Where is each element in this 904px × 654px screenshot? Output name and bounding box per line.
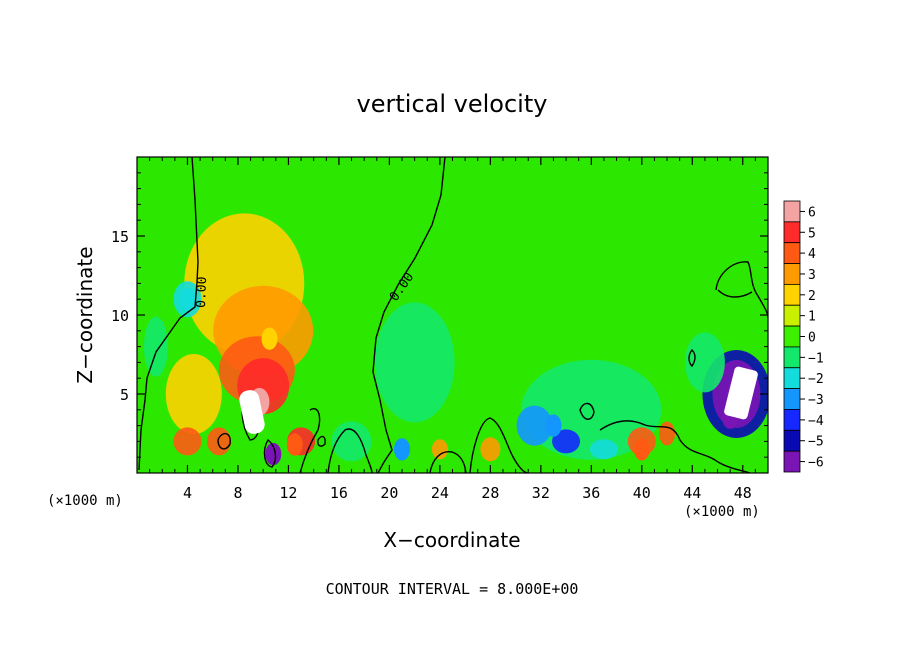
colorbar-label: −1 [808, 351, 824, 366]
x-tick-label: 8 [233, 484, 242, 502]
contour-bottom-cluster-1 [299, 408, 321, 473]
field-patch [480, 437, 501, 462]
colorbar-label: 2 [808, 289, 816, 304]
x-tick-label: 40 [633, 484, 651, 502]
colorbar-label: 5 [808, 226, 816, 241]
colorbar-label: −3 [808, 393, 824, 408]
colorbar-swatch [783, 283, 801, 306]
colorbar-swatch [783, 242, 801, 264]
contour-right-top [715, 261, 768, 319]
colorbar-swatch [783, 450, 801, 473]
colorbar-label: −2 [808, 372, 824, 387]
colorbar-label: 4 [808, 247, 816, 262]
colorbar-swatch [783, 367, 801, 390]
field-feature [265, 442, 282, 466]
contour-bottom-cluster-8 [217, 433, 231, 450]
field-patch [589, 439, 618, 460]
contour-small-right [688, 348, 696, 368]
colorbar-label: −6 [808, 456, 824, 471]
colorbar-swatch [783, 388, 801, 410]
field-patch [165, 354, 222, 434]
field-patch [143, 316, 168, 377]
plot-area [137, 157, 768, 473]
y-tick-label: 10 [111, 307, 129, 325]
x-tick-label: 44 [683, 484, 701, 502]
contour-interval-footer: CONTOUR INTERVAL = 8.000E+00 [326, 580, 579, 598]
contour-lines [138, 157, 768, 473]
x-unit-label-left: (×1000 m) [47, 493, 123, 509]
contour-label-left: 0.00 [194, 276, 210, 308]
x-tick-label: 12 [279, 484, 297, 502]
colorbar-swatch [783, 221, 801, 244]
field-feature [633, 438, 650, 461]
white-core-left [239, 390, 265, 434]
colorbar-label: 6 [808, 205, 816, 220]
x-tick-label: 4 [183, 484, 192, 502]
colorbar-label: 1 [808, 310, 816, 325]
colorbar-swatch [783, 346, 801, 369]
zero-contour-center [372, 157, 446, 473]
contour-bottom-cluster-5 [579, 402, 595, 420]
x-tick-label: 32 [532, 484, 550, 502]
x-tick-label: 48 [734, 484, 752, 502]
field-patch [431, 439, 448, 460]
contour-bottom-cluster-3 [429, 451, 467, 473]
contour-bottom-cluster-4 [469, 417, 529, 473]
colorbar-swatch [783, 429, 801, 452]
field-feature [261, 327, 278, 350]
field-feature [394, 438, 411, 461]
field-patch [331, 421, 372, 462]
field-feature [179, 288, 196, 311]
x-axis-label: X−coordinate [383, 528, 520, 552]
colorbar-swatch [783, 200, 801, 223]
field-patch [552, 429, 581, 454]
x-tick-label: 24 [431, 484, 449, 502]
field-patch [207, 427, 232, 456]
field-patch [659, 421, 676, 446]
field-feature [545, 414, 562, 437]
field-patch [374, 302, 455, 423]
x-unit-label-right: (×1000 m) [684, 504, 760, 520]
chart-title: vertical velocity [357, 90, 548, 118]
y-tick-label: 5 [120, 386, 129, 404]
y-tick-label: 15 [111, 228, 129, 246]
colorbar-label: −5 [808, 435, 824, 450]
y-axis: 5 10 15 [111, 172, 768, 458]
x-tick-label: 20 [380, 484, 398, 502]
colorbar: 6 5 4 3 2 1 0 −1 −2 −3 −4 −5 −6 [783, 200, 824, 473]
contour-bottom-cluster-7 [317, 435, 326, 447]
zero-contour-left [138, 157, 199, 471]
contour-bottom-cluster-6 [599, 420, 751, 473]
x-tick-label: 28 [481, 484, 499, 502]
x-tick-label: 16 [330, 484, 348, 502]
x-axis: 4 8 12 16 20 24 28 32 36 40 44 48 [149, 157, 756, 502]
field-patch [684, 332, 725, 393]
field-patch [516, 405, 553, 446]
colorbar-swatch [783, 325, 801, 348]
colorbar-label: −4 [808, 414, 824, 429]
y-axis-label: Z−coordinate [73, 246, 97, 383]
white-core-right [724, 366, 758, 420]
field-patch [173, 427, 202, 456]
contour-bottom-cluster-2 [327, 428, 373, 473]
colorbar-label: 0 [808, 331, 816, 346]
contour-blue-core [263, 438, 277, 468]
colorbar-swatch [783, 263, 801, 285]
field-feature [286, 433, 303, 456]
contour-right-loop [717, 289, 753, 298]
colorbar-swatch [783, 409, 801, 431]
x-tick-label: 36 [582, 484, 600, 502]
colorbar-label: 3 [808, 268, 816, 283]
colorbar-swatch [783, 304, 801, 327]
